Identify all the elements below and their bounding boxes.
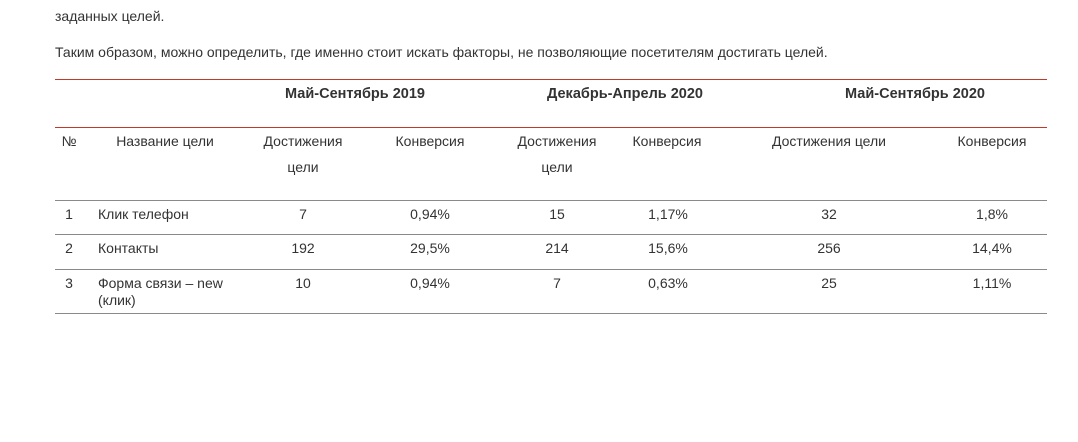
goals-table: Май-Сентябрь 2019 Декабрь-Апрель 2020 Ма… <box>55 79 1047 314</box>
table-cell-value: 192 <box>291 240 315 256</box>
column-header-line: Достижения <box>517 133 597 149</box>
table-cell-num: 3 <box>65 275 73 291</box>
table-cell-num: 2 <box>65 240 73 256</box>
table-cell-value: 0,94% <box>410 275 450 291</box>
table-cell-value: 15 <box>549 206 565 222</box>
goal-name-line: Форма связи – new <box>98 275 223 291</box>
table-cell-value: 29,5% <box>410 240 450 256</box>
column-header-conversion-2019: Конверсия <box>395 133 465 149</box>
summary-paragraph: Таким образом, можно определить, где име… <box>55 44 828 60</box>
column-header-line: цели <box>287 159 319 175</box>
table-cell-value: 1,8% <box>976 206 1008 222</box>
table-cell-value: 1,17% <box>648 206 688 222</box>
column-header-achievements-2019: Достижения цели <box>243 128 363 180</box>
table-cell-value: 7 <box>299 206 307 222</box>
table-cell-goal-name: Контакты <box>98 240 159 256</box>
column-header-number: № <box>61 133 77 149</box>
table-cell-value: 10 <box>295 275 311 291</box>
table-cell-value: 214 <box>545 240 569 256</box>
row-divider <box>55 234 1047 235</box>
header-bottom-border <box>55 200 1047 201</box>
table-top-border <box>55 79 1047 80</box>
column-header-conversion-2020b: Конверсия <box>957 133 1027 149</box>
table-cell-value: 7 <box>553 275 561 291</box>
column-header-achievements-2020a: Достижения цели <box>497 128 617 180</box>
table-bottom-border <box>55 313 1047 314</box>
intro-paragraph-end: заданных целей. <box>55 8 165 24</box>
column-header-goal-name: Название цели <box>116 133 214 149</box>
table-cell-value: 25 <box>821 275 837 291</box>
table-cell-value: 0,94% <box>410 206 450 222</box>
table-cell-value: 14,4% <box>972 240 1012 256</box>
table-cell-value: 0,63% <box>648 275 688 291</box>
period-header-may-sep-2020: Май-Сентябрь 2020 <box>845 86 985 102</box>
column-header-line: Достижения <box>263 133 343 149</box>
table-cell-goal-name: Клик телефон <box>98 206 189 222</box>
row-divider <box>55 269 1047 270</box>
period-header-dec-apr-2020: Декабрь-Апрель 2020 <box>546 86 703 102</box>
column-header-line: цели <box>541 159 573 175</box>
goal-name-line: (клик) <box>98 292 136 308</box>
table-cell-goal-name: Форма связи – new (клик) <box>98 275 258 309</box>
table-cell-value: 15,6% <box>648 240 688 256</box>
period-header-may-sep-2019: Май-Сентябрь 2019 <box>285 86 425 102</box>
table-cell-value: 1,11% <box>972 275 1012 291</box>
column-header-conversion-2020a: Конверсия <box>632 133 702 149</box>
column-header-achievements-2020b: Достижения цели <box>771 133 886 149</box>
table-cell-value: 32 <box>821 206 837 222</box>
table-cell-num: 1 <box>65 206 73 222</box>
header-divider <box>55 127 1047 128</box>
table-cell-value: 256 <box>817 240 841 256</box>
